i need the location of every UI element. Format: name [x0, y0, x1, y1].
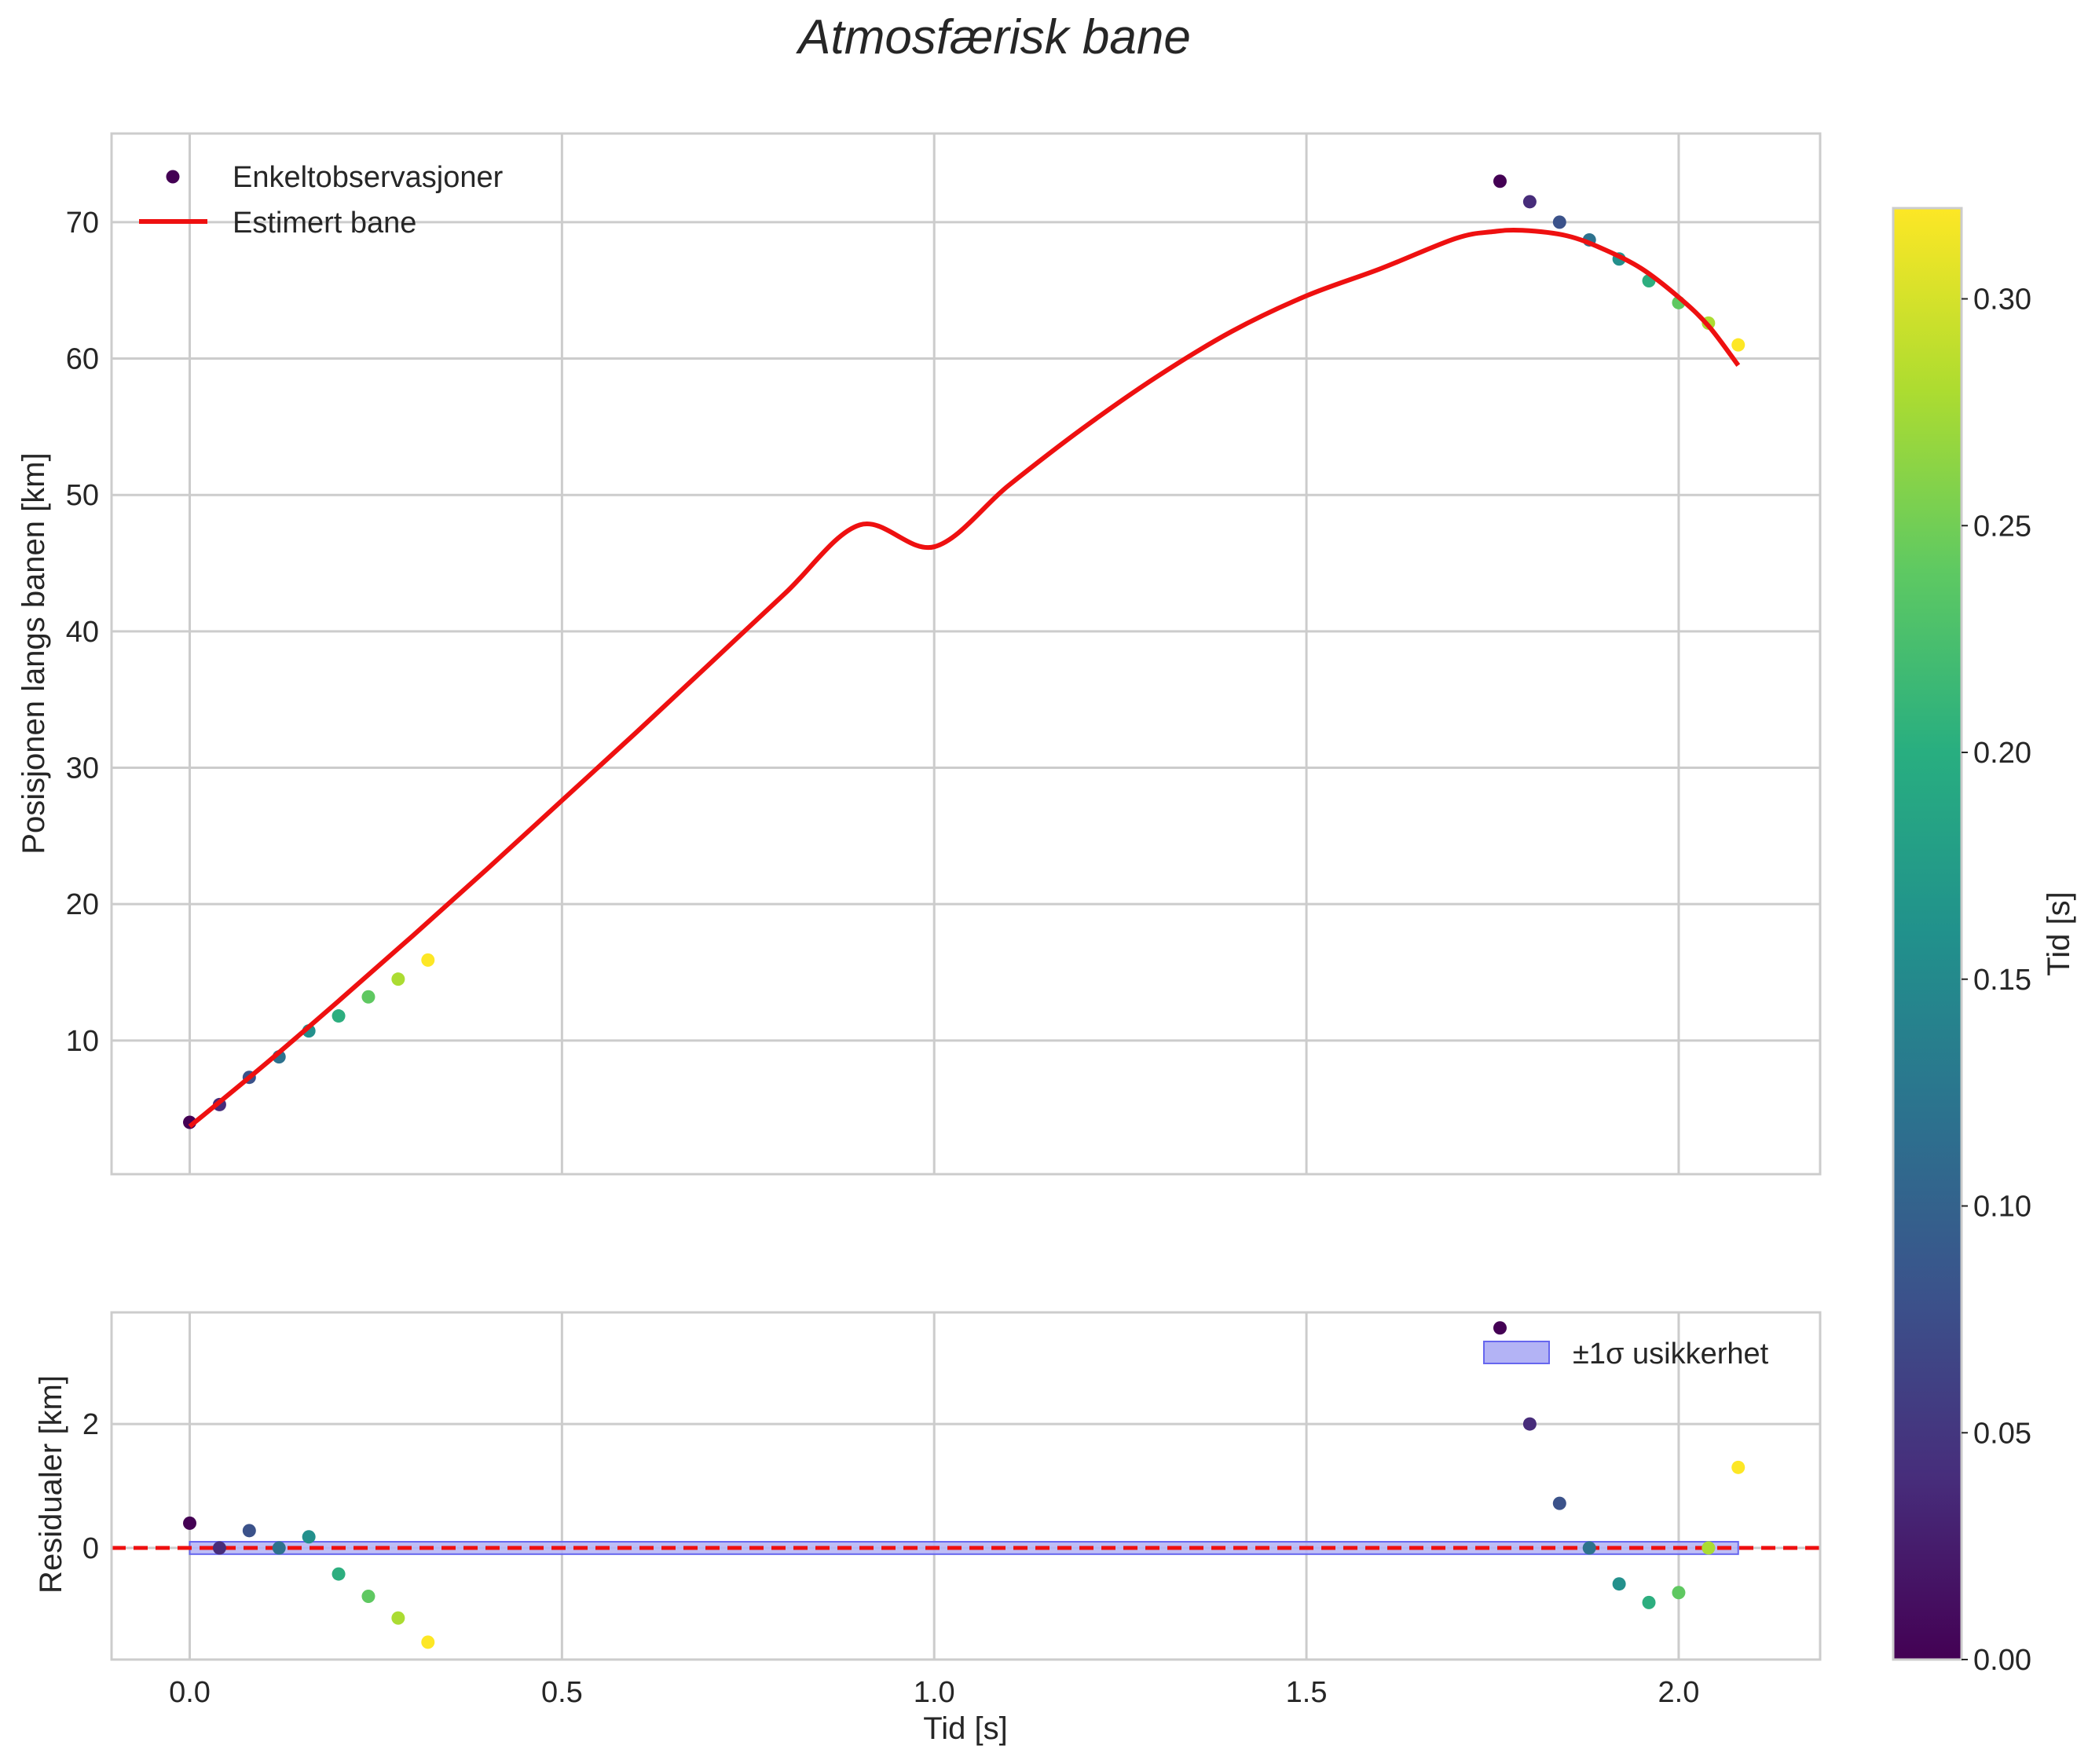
observation-point — [391, 972, 405, 986]
legend-scatter-marker — [166, 170, 180, 184]
observation-point — [1731, 338, 1746, 352]
colorbar: 0.00 0.05 0.10 0.15 0.20 0.25 0.30 Tid [s] — [1892, 207, 2076, 1677]
colorbar-tick-labels: 0.00 0.05 0.10 0.15 0.20 0.25 0.30 — [1962, 284, 2031, 1677]
residual-point — [1552, 1496, 1566, 1510]
main-y-tick-label: 20 — [66, 888, 99, 921]
colorbar-tick-label: 0.05 — [1973, 1417, 2031, 1450]
colorbar-tick-label: 0.00 — [1973, 1644, 2031, 1677]
residual-point — [1731, 1460, 1746, 1474]
residual-point — [212, 1541, 226, 1555]
residual-point — [272, 1541, 286, 1555]
residual-point — [1642, 1595, 1656, 1609]
residuals-x-tick-labels: 0.0 0.5 1.0 1.5 2.0 — [169, 1676, 1699, 1709]
chart-title: Atmosfærisk bane — [795, 10, 1191, 64]
x-tick-label: 2.0 — [1658, 1676, 1700, 1709]
residuals-y-tick-label: 0 — [82, 1532, 99, 1565]
main-y-tick-label: 60 — [66, 343, 99, 376]
main-y-tick-label: 50 — [66, 479, 99, 512]
residuals-y-axis-label: Residualer [km] — [34, 1375, 68, 1594]
main-plot: 10 20 30 40 50 60 70 Posisjonen langs banen [k… — [16, 132, 1822, 1176]
residuals-y-tick-label: 2 — [82, 1408, 99, 1441]
legend-label-observations: Enkeltobservasjoner — [233, 161, 504, 194]
colorbar-label: Tid [s] — [2042, 891, 2076, 975]
observation-point — [361, 990, 375, 1004]
residual-point — [1612, 1577, 1626, 1591]
main-y-tick-label: 30 — [66, 752, 99, 785]
legend-label-estimated-path: Estimert bane — [233, 207, 416, 240]
residuals-plot: 02 0.0 0.5 1.0 1.5 2.0 Residualer [km] Tid [… — [34, 1311, 1822, 1746]
observation-point — [1552, 215, 1566, 229]
main-y-tick-label: 70 — [66, 207, 99, 240]
observation-point — [1493, 174, 1507, 188]
legend-label-uncertainty: ±1σ usikkerhet — [1573, 1338, 1769, 1371]
colorbar-tick-label: 0.25 — [1973, 510, 2031, 543]
x-tick-label: 1.0 — [914, 1676, 955, 1709]
residual-point — [1702, 1541, 1716, 1555]
main-grid — [112, 134, 1820, 1174]
x-tick-label: 0.0 — [169, 1676, 211, 1709]
residual-point — [1582, 1541, 1596, 1555]
colorbar-tick-label: 0.15 — [1973, 964, 2031, 997]
colorbar-tick-label: 0.20 — [1973, 737, 2031, 770]
colorbar-tick-label: 0.10 — [1973, 1191, 2031, 1224]
residual-point — [1522, 1417, 1537, 1431]
residuals-data-layer — [112, 1321, 1820, 1649]
observation-point — [332, 1009, 346, 1023]
main-y-tick-label: 40 — [66, 616, 99, 649]
residual-point — [332, 1567, 346, 1581]
main-data-layer — [183, 174, 1746, 1129]
residual-point — [1493, 1321, 1507, 1335]
observation-point — [1522, 195, 1537, 209]
observation-point — [421, 953, 435, 967]
residual-point — [183, 1516, 197, 1530]
residuals-plot-frame — [110, 1311, 1822, 1661]
residual-point — [361, 1589, 375, 1603]
main-legend: Enkeltobservasjoner Estimert bane — [139, 161, 504, 240]
colorbar-gradient — [1892, 207, 1963, 1661]
residuals-y-tick-labels: 02 — [82, 1408, 99, 1565]
residuals-legend: ±1σ usikkerhet — [1483, 1338, 1769, 1371]
colorbar-tick-label: 0.30 — [1973, 284, 2031, 317]
estimated-path-line — [188, 227, 1741, 1129]
x-tick-label: 1.5 — [1286, 1676, 1328, 1709]
residual-point — [391, 1611, 405, 1625]
residual-point — [242, 1524, 256, 1538]
main-y-tick-labels: 10 20 30 40 50 60 70 — [66, 207, 99, 1058]
residual-point — [1672, 1586, 1686, 1600]
x-tick-label: 0.5 — [541, 1676, 583, 1709]
main-plot-frame — [110, 132, 1822, 1176]
main-y-tick-label: 10 — [66, 1025, 99, 1058]
legend-band-patch — [1483, 1341, 1550, 1364]
x-axis-label: Tid [s] — [923, 1711, 1007, 1746]
residual-point — [421, 1635, 435, 1649]
main-y-axis-label: Posisjonen langs banen [km] — [16, 452, 51, 854]
residual-point — [302, 1530, 316, 1544]
